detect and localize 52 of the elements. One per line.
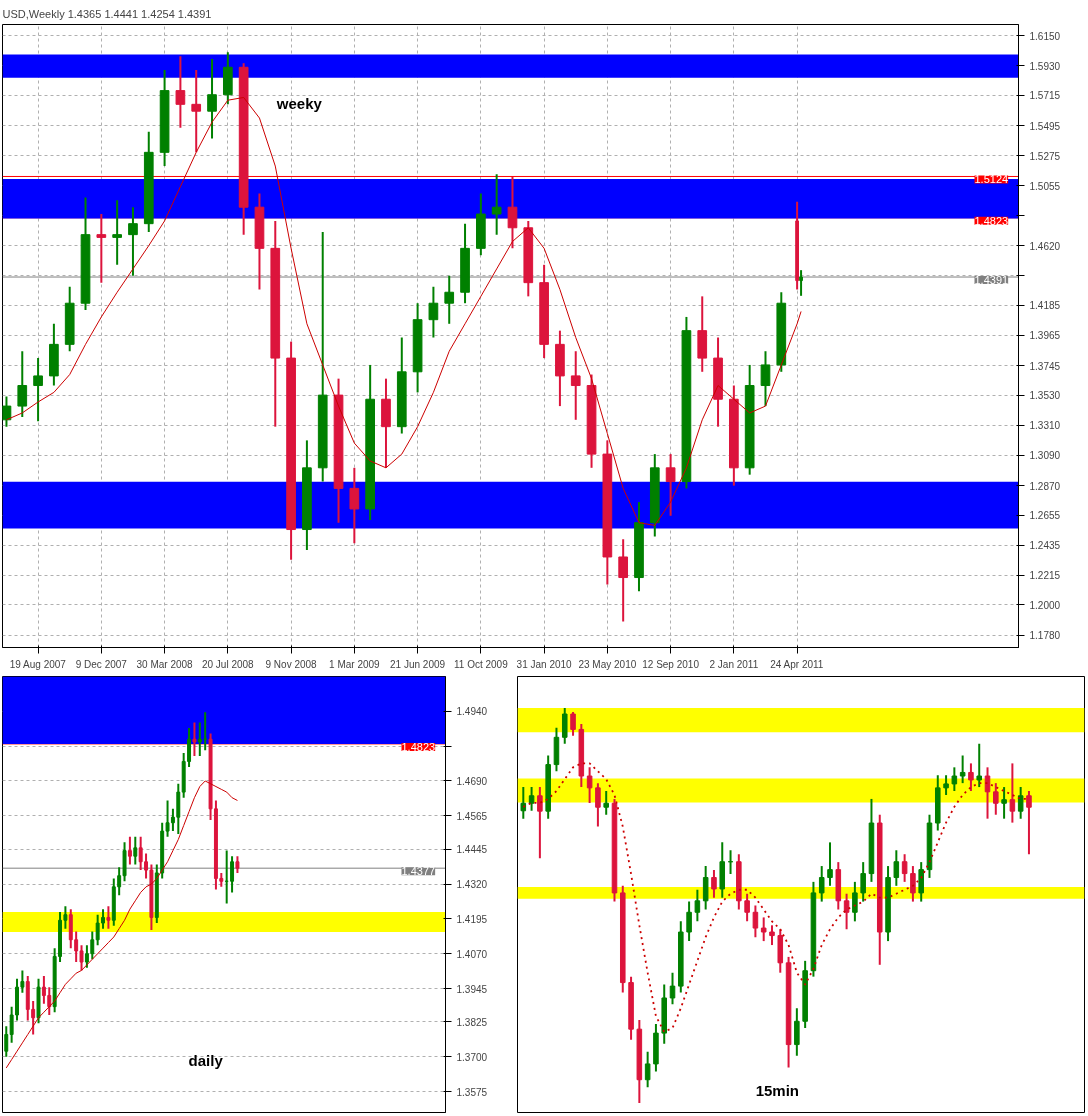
y-tick-label: 1.6150 bbox=[1029, 30, 1061, 42]
y-tick-label: 1.3310 bbox=[1029, 420, 1061, 432]
y-tick-label: 1.1780 bbox=[1029, 630, 1061, 642]
x-tick-label: 1 Mar 2009 bbox=[329, 658, 381, 670]
y-tick-label: 1.2655 bbox=[1029, 510, 1061, 522]
y-tick-label: 1.2000 bbox=[1029, 599, 1061, 611]
ref-line-label: 1.4377 bbox=[401, 865, 436, 878]
annotation: daily bbox=[188, 1051, 224, 1069]
x-tick-label: 11 Oct 2009 bbox=[453, 658, 509, 670]
y-tick-label: 1.4195 bbox=[456, 913, 488, 925]
y-tick-label: 1.3965 bbox=[1029, 330, 1061, 342]
annotation: 15min bbox=[755, 1082, 799, 1100]
y-tick-label: 1.5715 bbox=[1029, 90, 1061, 102]
y-tick-label: 1.3090 bbox=[1029, 450, 1061, 462]
y-tick-label: 1.5495 bbox=[1029, 120, 1061, 132]
ref-line-label: 1.4823 bbox=[401, 740, 436, 753]
y-tick-label: 1.4620 bbox=[1029, 240, 1061, 252]
y-tick-label: 1.3825 bbox=[456, 1016, 488, 1028]
y-tick-label: 1.3745 bbox=[1029, 360, 1061, 372]
y-tick-label: 1.4690 bbox=[456, 775, 488, 787]
y-tick-label: 1.3700 bbox=[456, 1051, 488, 1063]
y-tick-label: 1.4565 bbox=[456, 810, 488, 822]
x-tick-label: 19 Aug 2007 bbox=[9, 658, 67, 670]
y-tick-label: 1.3945 bbox=[456, 983, 488, 995]
y-tick-label: 1.4940 bbox=[456, 706, 488, 718]
ref-line-label: 1.4391 bbox=[974, 274, 1009, 287]
y-tick-label: 1.4185 bbox=[1029, 300, 1061, 312]
y-tick-label: 1.5930 bbox=[1029, 60, 1061, 72]
y-tick-label: 1.3575 bbox=[456, 1086, 488, 1098]
x-tick-label: 21 Jun 2009 bbox=[390, 658, 446, 670]
y-tick-label: 1.3530 bbox=[1029, 390, 1061, 402]
ref-line-label: 1.4823 bbox=[974, 214, 1009, 227]
x-tick-label: 2 Jan 2011 bbox=[709, 658, 759, 670]
y-tick-label: 1.2870 bbox=[1029, 480, 1061, 492]
x-tick-label: 12 Sep 2010 bbox=[642, 658, 700, 670]
x-tick-label: 20 Jul 2008 bbox=[201, 658, 255, 670]
y-tick-label: 1.5055 bbox=[1029, 180, 1061, 192]
chart-title: USD,Weekly 1.4365 1.4441 1.4254 1.4391 bbox=[2, 7, 212, 20]
x-tick-label: 23 May 2010 bbox=[578, 658, 637, 670]
x-tick-label: 24 Apr 2011 bbox=[770, 658, 824, 670]
x-tick-label: 31 Jan 2010 bbox=[516, 658, 573, 670]
y-tick-label: 1.4320 bbox=[456, 879, 488, 891]
y-tick-label: 1.4445 bbox=[456, 844, 488, 856]
y-tick-label: 1.2215 bbox=[1029, 570, 1061, 582]
x-tick-label: 30 Mar 2008 bbox=[136, 658, 194, 670]
x-tick-label: 9 Dec 2007 bbox=[75, 658, 128, 670]
ref-line-label: 1.5124 bbox=[974, 173, 1009, 186]
annotation: weeky bbox=[275, 94, 323, 112]
y-tick-label: 1.2435 bbox=[1029, 540, 1061, 552]
x-tick-label: 9 Nov 2008 bbox=[265, 658, 318, 670]
y-tick-label: 1.5275 bbox=[1029, 150, 1061, 162]
y-tick-label: 1.4070 bbox=[456, 948, 488, 960]
